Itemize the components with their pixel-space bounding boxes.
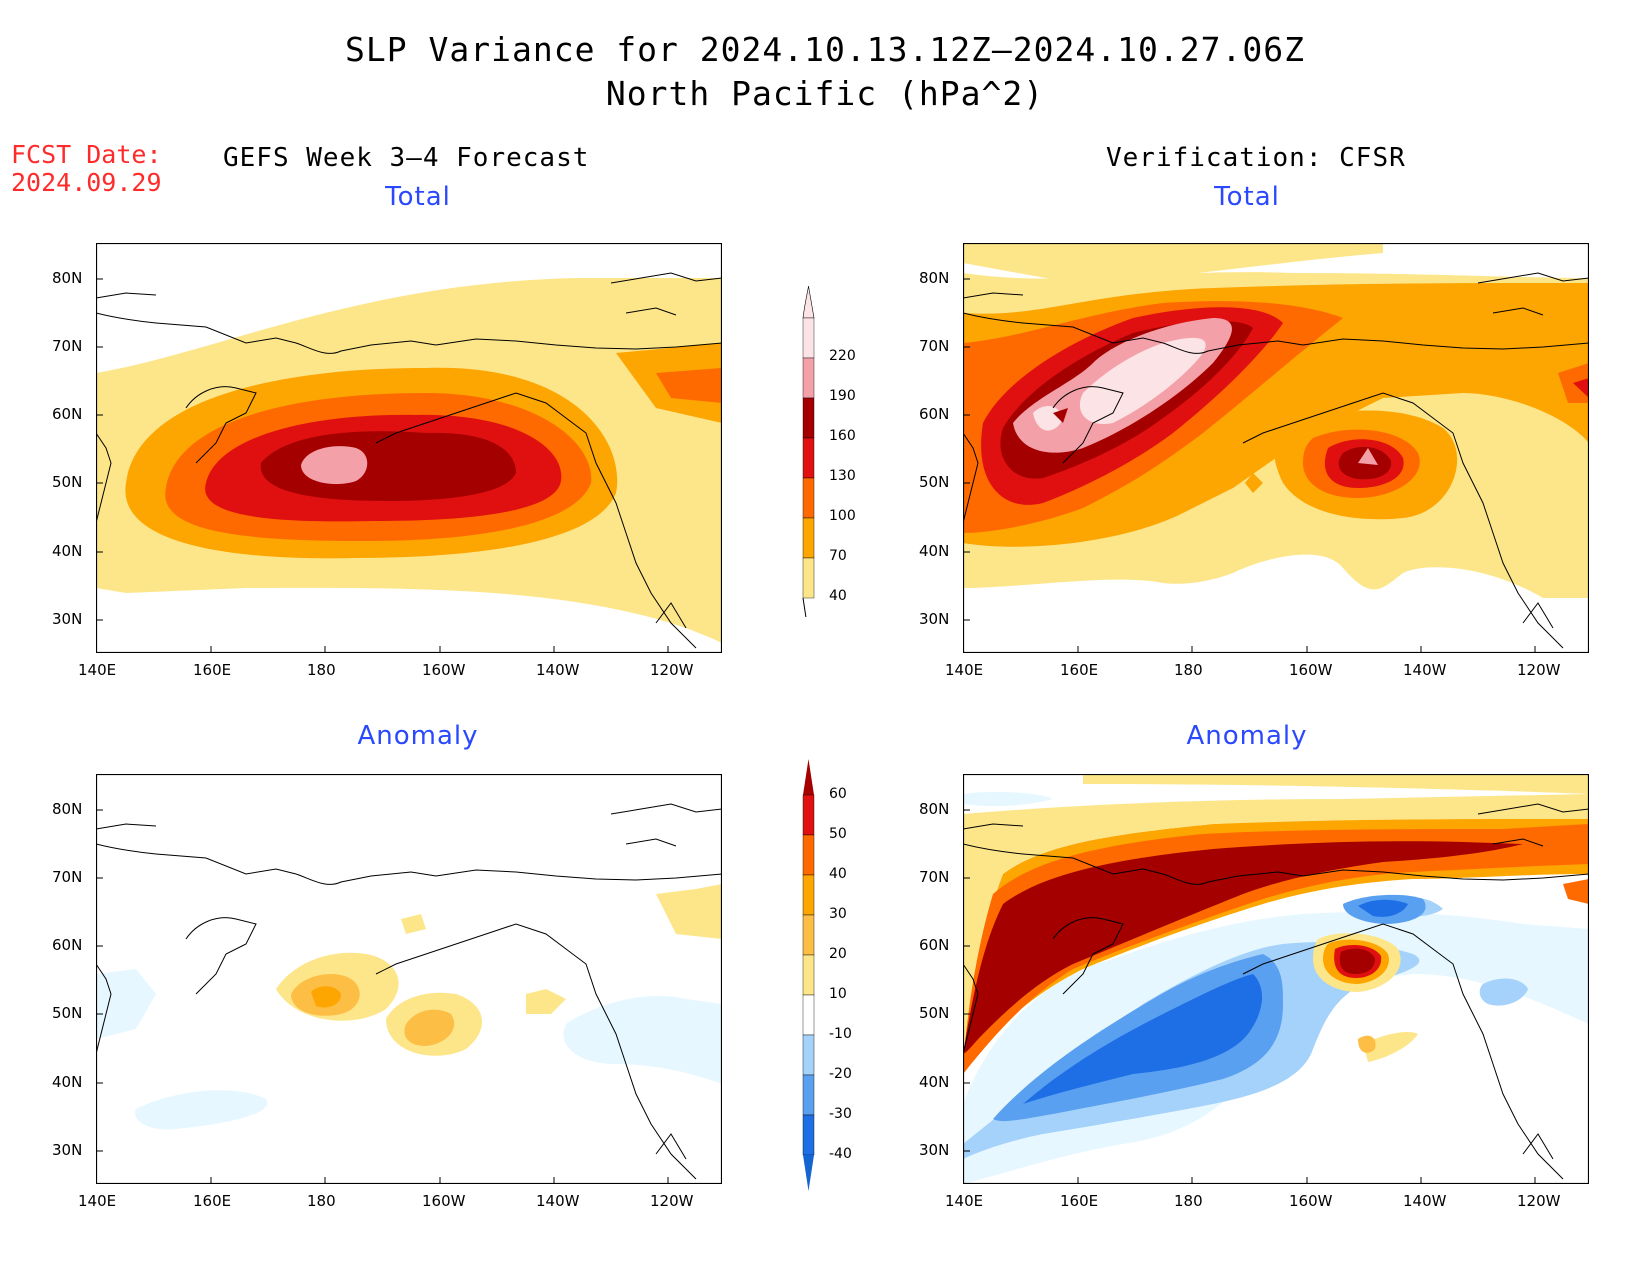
y-tick-label: 70N [919, 337, 950, 355]
y-tick-label: 40N [52, 1073, 83, 1091]
anomaly-colorbar-label: 20 [829, 946, 847, 962]
colorbar-swatch [802, 874, 815, 916]
x-tick-label: 180 [1174, 1192, 1203, 1210]
gefs-column-title: GEFS Week 3–4 Forecast [223, 143, 590, 173]
anomaly-colorbar-label: 60 [829, 786, 847, 802]
x-tick-label: 160E [1060, 1192, 1099, 1210]
y-tick-label: 60N [52, 405, 83, 423]
y-tick-label: 80N [52, 800, 83, 818]
anomaly-colorbar-label: 40 [829, 866, 847, 882]
x-tick-label: 140W [536, 1192, 580, 1210]
y-tick-label: 60N [919, 405, 950, 423]
anomaly-colorbar-label: -40 [829, 1146, 852, 1162]
anomaly-colorbar-label: -10 [829, 1026, 852, 1042]
colorbar-lower-arrow [803, 1155, 814, 1191]
anomaly-colorbar-label: -30 [829, 1106, 852, 1122]
colorbar-swatch [802, 994, 815, 1036]
y-tick-label: 60N [919, 936, 950, 954]
x-tick-label: 140E [945, 661, 984, 679]
y-tick-label: 30N [919, 1141, 950, 1159]
y-tick-label: 70N [919, 868, 950, 886]
fcst-total-title: Total [385, 182, 451, 212]
colorbar-swatch [802, 317, 815, 359]
y-tick-label: 80N [919, 800, 950, 818]
x-tick-label: 180 [1174, 661, 1203, 679]
colorbar-swatch [802, 437, 815, 479]
y-tick-label: 60N [52, 936, 83, 954]
total-colorbar-label: 100 [829, 508, 856, 524]
total-colorbar-label: 220 [829, 348, 856, 364]
colorbar-swatch [802, 1114, 815, 1156]
total-colorbar-label: 70 [829, 548, 847, 564]
x-tick-label: 140W [1403, 1192, 1447, 1210]
y-tick-label: 80N [919, 269, 950, 287]
x-tick-label: 140W [536, 661, 580, 679]
cfsr-column-title: Verification: CFSR [1106, 143, 1406, 173]
x-tick-label: 160W [422, 661, 466, 679]
colorbar-swatch [802, 517, 815, 559]
x-tick-label: 140E [945, 1192, 984, 1210]
y-tick-label: 30N [52, 1141, 83, 1159]
x-tick-label: 160E [1060, 661, 1099, 679]
colorbar-swatch [802, 794, 815, 836]
y-tick-label: 80N [52, 269, 83, 287]
colorbar-swatch [802, 1074, 815, 1116]
x-tick-label: 180 [307, 1192, 336, 1210]
x-tick-label: 160W [422, 1192, 466, 1210]
y-tick-label: 50N [52, 1004, 83, 1022]
colorbar-swatch [802, 1034, 815, 1076]
forecast-date-label: FCST Date: [11, 140, 162, 169]
figure-subtitle: North Pacific (hPa^2) [605, 74, 1045, 113]
forecast-date-value: 2024.09.29 [11, 168, 162, 197]
total-colorbar-label: 130 [829, 468, 856, 484]
x-tick-label: 120W [1517, 661, 1561, 679]
y-tick-label: 30N [52, 610, 83, 628]
x-tick-label: 160W [1289, 661, 1333, 679]
cfsr-anomaly-title: Anomaly [1186, 721, 1308, 751]
x-tick-label: 160W [1289, 1192, 1333, 1210]
x-tick-label: 180 [307, 661, 336, 679]
fcst-anomaly-map [96, 774, 722, 1184]
total-colorbar [802, 285, 815, 617]
x-tick-label: 120W [650, 1192, 694, 1210]
figure-title: SLP Variance for 2024.10.13.12Z–2024.10.… [345, 30, 1305, 69]
total-colorbar-label: 190 [829, 388, 856, 404]
colorbar-swatch [802, 397, 815, 439]
x-tick-label: 160E [193, 1192, 232, 1210]
y-tick-label: 50N [919, 1004, 950, 1022]
x-tick-label: 120W [650, 661, 694, 679]
colorbar-swatch [802, 914, 815, 956]
y-tick-label: 70N [52, 337, 83, 355]
colorbar-swatch [802, 557, 815, 599]
anomaly-colorbar-label: -20 [829, 1066, 852, 1082]
y-tick-label: 40N [919, 1073, 950, 1091]
x-tick-label: 140E [78, 661, 117, 679]
y-tick-label: 30N [919, 610, 950, 628]
anomaly-colorbar [802, 759, 815, 1191]
anomaly-colorbar-label: 10 [829, 986, 847, 1002]
colorbar-swatch [802, 834, 815, 876]
anomaly-colorbar-label: 50 [829, 826, 847, 842]
colorbar-swatch [802, 357, 815, 399]
y-tick-label: 70N [52, 868, 83, 886]
total-colorbar-label: 40 [829, 588, 847, 604]
cfsr-total-title: Total [1214, 182, 1280, 212]
cfsr-anomaly-map [963, 774, 1589, 1184]
x-tick-label: 160E [193, 661, 232, 679]
fcst-total-map [96, 243, 722, 653]
anomaly-colorbar-label: 30 [829, 906, 847, 922]
x-tick-label: 140E [78, 1192, 117, 1210]
fcst-anomaly-title: Anomaly [357, 721, 479, 751]
colorbar-swatch [802, 477, 815, 519]
x-tick-label: 140W [1403, 661, 1447, 679]
y-tick-label: 40N [919, 542, 950, 560]
total-colorbar-label: 160 [829, 428, 856, 444]
cfsr-total-map [963, 243, 1589, 653]
colorbar-upper-arrow [803, 759, 814, 795]
colorbar-swatch [802, 954, 815, 996]
y-tick-label: 40N [52, 542, 83, 560]
y-tick-label: 50N [52, 473, 83, 491]
x-tick-label: 120W [1517, 1192, 1561, 1210]
y-tick-label: 50N [919, 473, 950, 491]
